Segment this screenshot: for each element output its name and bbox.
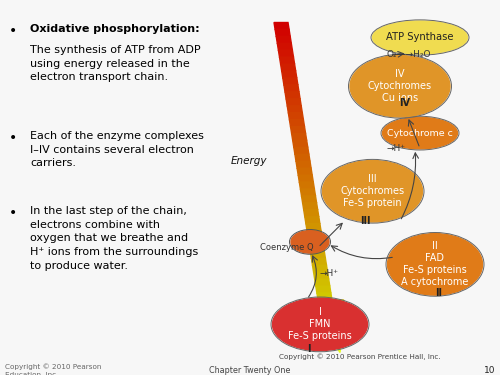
Polygon shape bbox=[302, 196, 316, 203]
Ellipse shape bbox=[388, 234, 482, 295]
Polygon shape bbox=[274, 22, 289, 30]
Polygon shape bbox=[310, 305, 344, 308]
Polygon shape bbox=[316, 286, 331, 293]
Polygon shape bbox=[328, 334, 342, 337]
Polygon shape bbox=[302, 203, 318, 210]
Text: •: • bbox=[9, 131, 17, 145]
Text: IV
Cytochromes
Cu ions: IV Cytochromes Cu ions bbox=[368, 69, 432, 103]
Polygon shape bbox=[290, 120, 304, 127]
Text: Chapter Twenty One: Chapter Twenty One bbox=[210, 366, 290, 375]
Polygon shape bbox=[283, 78, 298, 85]
Ellipse shape bbox=[350, 56, 450, 117]
Text: I: I bbox=[307, 345, 311, 354]
Polygon shape bbox=[284, 85, 299, 92]
Polygon shape bbox=[323, 326, 342, 329]
Ellipse shape bbox=[272, 298, 368, 351]
Polygon shape bbox=[326, 332, 342, 334]
Polygon shape bbox=[308, 238, 323, 244]
Polygon shape bbox=[306, 224, 321, 231]
Polygon shape bbox=[330, 337, 341, 339]
Text: ATP Synthase: ATP Synthase bbox=[386, 33, 454, 42]
Ellipse shape bbox=[291, 231, 329, 253]
Polygon shape bbox=[278, 44, 292, 50]
Text: III: III bbox=[360, 216, 370, 226]
Text: O₂—→H₂O: O₂—→H₂O bbox=[386, 50, 431, 59]
Ellipse shape bbox=[382, 117, 458, 149]
Polygon shape bbox=[280, 57, 294, 64]
Polygon shape bbox=[282, 71, 297, 78]
Text: Cytochrome c: Cytochrome c bbox=[387, 129, 453, 138]
Polygon shape bbox=[314, 279, 330, 286]
Polygon shape bbox=[286, 99, 301, 106]
Polygon shape bbox=[312, 258, 326, 266]
Polygon shape bbox=[312, 308, 343, 310]
Polygon shape bbox=[314, 272, 328, 279]
Polygon shape bbox=[278, 50, 293, 57]
Text: Copyright © 2010 Pearson Prentice Hall, Inc.: Copyright © 2010 Pearson Prentice Hall, … bbox=[279, 353, 441, 360]
Polygon shape bbox=[288, 112, 304, 120]
Polygon shape bbox=[313, 310, 343, 313]
Text: IV: IV bbox=[400, 98, 410, 108]
Polygon shape bbox=[318, 318, 342, 321]
Text: 10: 10 bbox=[484, 366, 495, 375]
Text: Each of the enzyme complexes
I–IV contains several electron
carriers.: Each of the enzyme complexes I–IV contai… bbox=[30, 131, 204, 168]
Text: →H⁺: →H⁺ bbox=[386, 144, 406, 153]
Polygon shape bbox=[308, 303, 344, 305]
Polygon shape bbox=[312, 266, 328, 272]
Text: Copyright © 2010 Pearson
Education, Inc.: Copyright © 2010 Pearson Education, Inc. bbox=[5, 364, 102, 375]
Text: II
FAD
Fe-S proteins
A cytochrome: II FAD Fe-S proteins A cytochrome bbox=[402, 242, 468, 287]
Polygon shape bbox=[275, 30, 290, 36]
Text: II: II bbox=[436, 288, 442, 298]
Polygon shape bbox=[320, 321, 342, 324]
Polygon shape bbox=[285, 92, 300, 99]
Polygon shape bbox=[300, 189, 316, 196]
Polygon shape bbox=[309, 244, 324, 251]
Polygon shape bbox=[306, 300, 344, 303]
Polygon shape bbox=[304, 210, 319, 217]
Text: The synthesis of ATP from ADP
using energy released in the
electron transport ch: The synthesis of ATP from ADP using ener… bbox=[30, 45, 200, 82]
Polygon shape bbox=[294, 147, 309, 154]
Polygon shape bbox=[290, 127, 306, 134]
Polygon shape bbox=[310, 251, 326, 258]
Polygon shape bbox=[300, 182, 314, 189]
Polygon shape bbox=[292, 134, 306, 141]
Text: In the last step of the chain,
electrons combine with
oxygen that we breathe and: In the last step of the chain, electrons… bbox=[30, 206, 198, 271]
Text: Oxidative phosphorylation:: Oxidative phosphorylation: bbox=[30, 24, 200, 34]
Polygon shape bbox=[297, 168, 312, 175]
Text: Coenzyme Q: Coenzyme Q bbox=[260, 243, 314, 252]
Polygon shape bbox=[325, 329, 342, 332]
Polygon shape bbox=[280, 64, 295, 71]
Polygon shape bbox=[292, 141, 308, 147]
Polygon shape bbox=[335, 345, 340, 347]
Polygon shape bbox=[338, 350, 340, 352]
Text: III
Cytochromes
Fe-S protein: III Cytochromes Fe-S protein bbox=[340, 174, 404, 208]
Ellipse shape bbox=[322, 160, 422, 222]
Text: •: • bbox=[9, 24, 17, 38]
Text: I
FMN
Fe-S proteins: I FMN Fe-S proteins bbox=[288, 308, 352, 341]
Polygon shape bbox=[317, 293, 332, 300]
Polygon shape bbox=[295, 154, 310, 161]
Polygon shape bbox=[305, 217, 320, 223]
Polygon shape bbox=[322, 324, 342, 326]
Polygon shape bbox=[336, 347, 340, 350]
Polygon shape bbox=[334, 342, 341, 345]
Polygon shape bbox=[296, 161, 311, 168]
Ellipse shape bbox=[372, 21, 468, 54]
Polygon shape bbox=[298, 175, 314, 182]
Text: Energy: Energy bbox=[231, 156, 268, 166]
Polygon shape bbox=[316, 316, 342, 318]
Polygon shape bbox=[332, 339, 341, 342]
Polygon shape bbox=[276, 36, 291, 44]
Polygon shape bbox=[314, 313, 343, 316]
Polygon shape bbox=[307, 231, 322, 238]
Polygon shape bbox=[287, 106, 302, 112]
Text: •: • bbox=[9, 206, 17, 220]
Text: →H⁺: →H⁺ bbox=[319, 268, 338, 278]
